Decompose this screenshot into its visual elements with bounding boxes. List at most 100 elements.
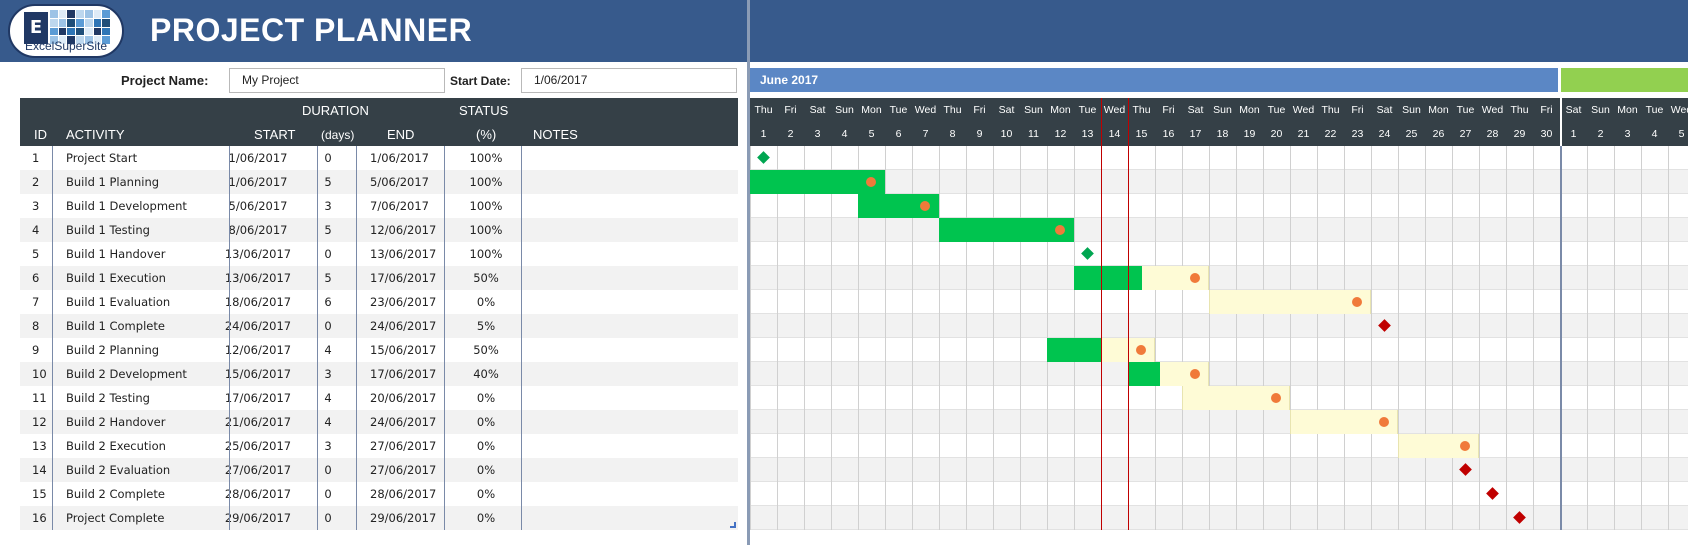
cell-start[interactable]: 15/06/2017	[224, 367, 292, 381]
cell-activity[interactable]: Build 1 Planning	[66, 175, 160, 189]
cell-activity[interactable]: Build 1 Testing	[66, 223, 150, 237]
cell-days[interactable]: 4	[324, 343, 332, 357]
start-date-field[interactable]: 1/06/2017	[521, 68, 737, 93]
table-row[interactable]: 7 Build 1 Evaluation 18/06/2017 6 23/06/2017…	[20, 290, 738, 314]
cell-status[interactable]: 50%	[473, 343, 499, 357]
table-row[interactable]: 14 Build 2 Evaluation 27/06/2017 0 27/06/201…	[20, 458, 738, 482]
cell-activity[interactable]: Project Start	[66, 151, 138, 165]
cell-start[interactable]: 12/06/2017	[224, 343, 292, 357]
cell-end[interactable]: 17/06/2017	[370, 367, 437, 381]
table-row[interactable]: 6 Build 1 Execution 13/06/2017 5 17/06/2017 5…	[20, 266, 738, 290]
table-row[interactable]: 9 Build 2 Planning 12/06/2017 4 15/06/2017 50…	[20, 338, 738, 362]
cell-end[interactable]: 27/06/2017	[370, 439, 437, 453]
cell-id[interactable]: 3	[32, 199, 40, 213]
cell-id[interactable]: 5	[32, 247, 40, 261]
cell-notes[interactable]	[522, 410, 732, 434]
cell-activity[interactable]: Build 1 Handover	[66, 247, 166, 261]
cell-end[interactable]: 20/06/2017	[370, 391, 437, 405]
cell-activity[interactable]: Build 1 Evaluation	[66, 295, 171, 309]
cell-start[interactable]: 5/06/2017	[228, 199, 288, 213]
cell-end[interactable]: 7/06/2017	[370, 199, 429, 213]
cell-id[interactable]: 15	[32, 487, 47, 501]
table-row[interactable]: 2 Build 1 Planning 1/06/2017 5 5/06/2017 100%	[20, 170, 738, 194]
cell-days[interactable]: 0	[324, 487, 332, 501]
cell-notes[interactable]	[522, 290, 732, 314]
cell-start[interactable]: 18/06/2017	[224, 295, 292, 309]
cell-notes[interactable]	[522, 338, 732, 362]
cell-status[interactable]: 0%	[476, 439, 496, 453]
task-bar-progress[interactable]	[939, 218, 1074, 242]
cell-start[interactable]: 29/06/2017	[224, 511, 292, 525]
cell-end[interactable]: 29/06/2017	[370, 511, 437, 525]
cell-id[interactable]: 11	[32, 391, 47, 405]
cell-start[interactable]: 21/06/2017	[224, 415, 292, 429]
cell-status[interactable]: 40%	[473, 367, 499, 381]
cell-id[interactable]: 4	[32, 223, 40, 237]
cell-start[interactable]: 28/06/2017	[224, 487, 292, 501]
cell-notes[interactable]	[522, 146, 732, 170]
cell-activity[interactable]: Build 1 Development	[66, 199, 187, 213]
cell-end[interactable]: 23/06/2017	[370, 295, 437, 309]
cell-start[interactable]: 13/06/2017	[224, 271, 292, 285]
cell-end[interactable]: 1/06/2017	[370, 151, 429, 165]
pane-divider[interactable]	[747, 0, 750, 545]
cell-end[interactable]: 13/06/2017	[370, 247, 437, 261]
cell-id[interactable]: 7	[32, 295, 40, 309]
cell-id[interactable]: 1	[32, 151, 40, 165]
cell-end[interactable]: 5/06/2017	[370, 175, 429, 189]
cell-status[interactable]: 0%	[476, 511, 496, 525]
cell-days[interactable]: 0	[324, 319, 332, 333]
table-row[interactable]: 3 Build 1 Development 5/06/2017 3 7/06/2017 1…	[20, 194, 738, 218]
cell-notes[interactable]	[522, 266, 732, 290]
cell-start[interactable]: 24/06/2017	[224, 319, 292, 333]
cell-end[interactable]: 15/06/2017	[370, 343, 437, 357]
cell-id[interactable]: 10	[32, 367, 47, 381]
cell-notes[interactable]	[522, 218, 732, 242]
cell-days[interactable]: 5	[324, 175, 332, 189]
table-row[interactable]: 12 Build 2 Handover 21/06/2017 4 24/06/2017 0…	[20, 410, 738, 434]
cell-status[interactable]: 100%	[469, 151, 503, 165]
cell-status[interactable]: 0%	[476, 415, 496, 429]
cell-notes[interactable]	[522, 458, 732, 482]
cell-days[interactable]: 4	[324, 415, 332, 429]
cell-start[interactable]: 27/06/2017	[224, 463, 292, 477]
cell-activity[interactable]: Build 2 Testing	[66, 391, 150, 405]
cell-activity[interactable]: Build 2 Complete	[66, 487, 165, 501]
cell-status[interactable]: 100%	[469, 175, 503, 189]
cell-days[interactable]: 0	[324, 511, 332, 525]
cell-days[interactable]: 0	[324, 247, 332, 261]
cell-id[interactable]: 9	[32, 343, 40, 357]
cell-id[interactable]: 16	[32, 511, 47, 525]
cell-id[interactable]: 8	[32, 319, 40, 333]
cell-end[interactable]: 17/06/2017	[370, 271, 437, 285]
cell-notes[interactable]	[522, 242, 732, 266]
cell-days[interactable]: 6	[324, 295, 332, 309]
cell-end[interactable]: 27/06/2017	[370, 463, 437, 477]
cell-days[interactable]: 0	[324, 463, 332, 477]
cell-activity[interactable]: Build 2 Handover	[66, 415, 166, 429]
cell-end[interactable]: 12/06/2017	[370, 223, 437, 237]
task-bar-progress[interactable]	[1074, 266, 1142, 290]
table-row[interactable]: 8 Build 1 Complete 24/06/2017 0 24/06/2017 5%	[20, 314, 738, 338]
cell-status[interactable]: 100%	[469, 199, 503, 213]
task-bar-progress[interactable]	[750, 170, 885, 194]
cell-notes[interactable]	[522, 506, 732, 530]
cell-id[interactable]: 13	[32, 439, 47, 453]
cell-notes[interactable]	[522, 170, 732, 194]
cell-status[interactable]: 5%	[476, 319, 496, 333]
cell-activity[interactable]: Build 2 Execution	[66, 439, 166, 453]
table-row[interactable]: 15 Build 2 Complete 28/06/2017 0 28/06/2017 0…	[20, 482, 738, 506]
cell-id[interactable]: 2	[32, 175, 40, 189]
cell-days[interactable]: 3	[324, 439, 332, 453]
cell-activity[interactable]: Project Complete	[66, 511, 165, 525]
cell-status[interactable]: 0%	[476, 487, 496, 501]
cell-days[interactable]: 5	[324, 271, 332, 285]
cell-end[interactable]: 24/06/2017	[370, 319, 437, 333]
cell-status[interactable]: 100%	[469, 247, 503, 261]
table-row[interactable]: 10 Build 2 Development 15/06/2017 3 17/06/20…	[20, 362, 738, 386]
cell-notes[interactable]	[522, 386, 732, 410]
cell-days[interactable]: 3	[324, 367, 332, 381]
cell-activity[interactable]: Build 2 Development	[66, 367, 187, 381]
cell-start[interactable]: 1/06/2017	[228, 175, 288, 189]
cell-start[interactable]: 13/06/2017	[224, 247, 292, 261]
